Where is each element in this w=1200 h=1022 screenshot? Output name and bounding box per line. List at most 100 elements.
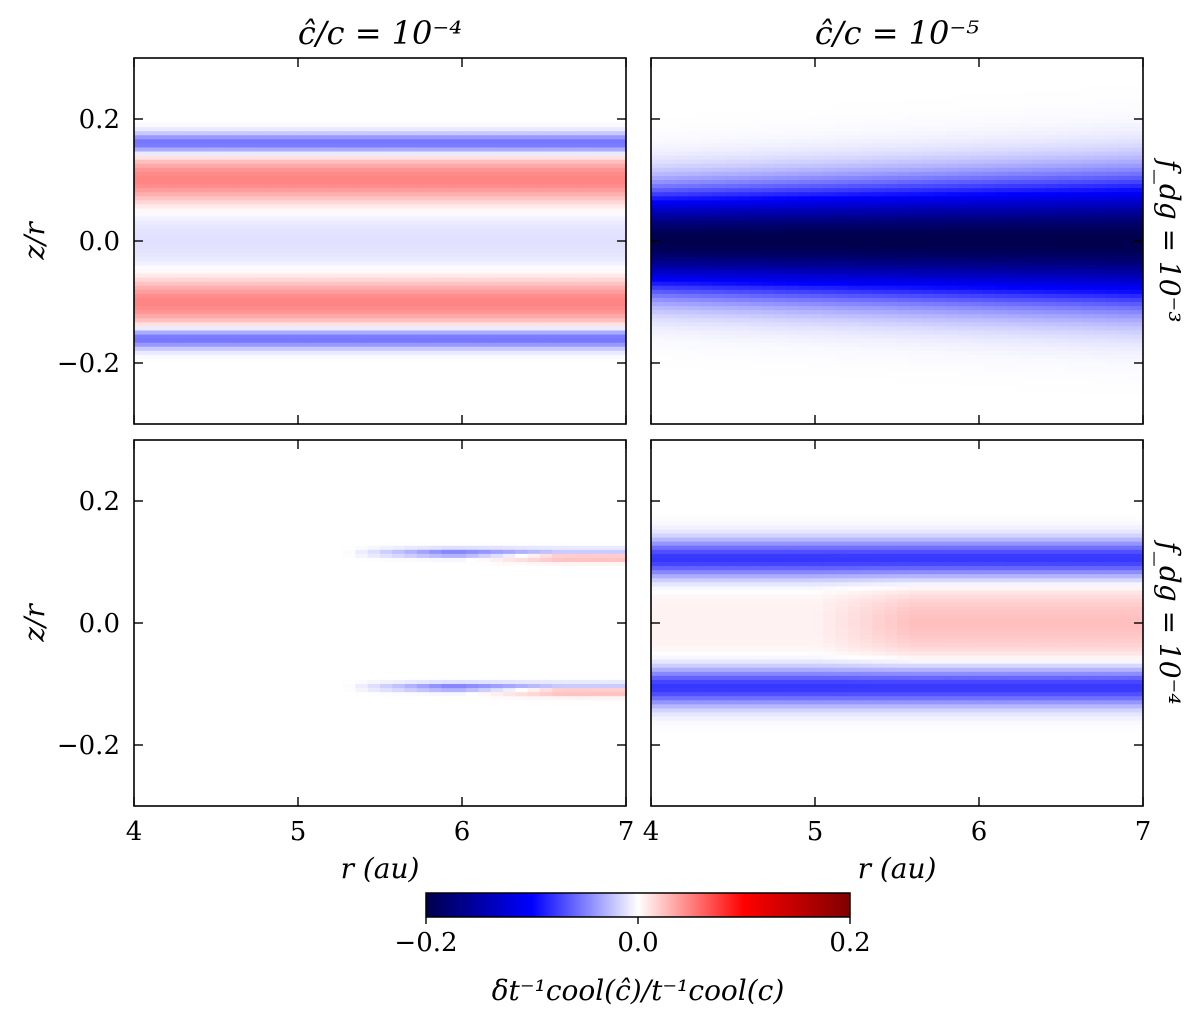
heatmap-cell (663, 253, 677, 258)
heatmap-cell (380, 249, 393, 254)
heatmap-cell (761, 403, 775, 409)
heatmap-cell (404, 403, 418, 409)
heatmap-cell (663, 184, 677, 189)
heatmap-cell (515, 180, 529, 185)
heatmap-cell (823, 419, 837, 424)
heatmap-cell (343, 350, 356, 356)
heatmap-cell (183, 415, 197, 421)
heatmap-cell (774, 159, 787, 165)
heatmap-cell (798, 391, 812, 397)
heatmap-cell (786, 90, 800, 96)
heatmap-cell (687, 411, 701, 417)
heatmap-cell (453, 310, 467, 315)
heatmap-cell (503, 131, 516, 136)
heatmap-cell (786, 159, 800, 165)
heatmap-cell (675, 175, 689, 181)
heatmap-cell (663, 326, 677, 332)
heatmap-cell (823, 375, 837, 380)
heatmap-cell (687, 106, 701, 112)
heatmap-cell (478, 143, 492, 149)
heatmap-cell (183, 318, 197, 323)
heatmap-cell (786, 167, 800, 173)
heatmap-cell (146, 285, 160, 291)
heatmap-cell (651, 363, 664, 368)
heatmap-cell (823, 387, 837, 393)
heatmap-cell (576, 200, 590, 205)
heatmap-cell (786, 171, 800, 177)
heatmap-cell (220, 86, 233, 92)
heatmap-cell (416, 285, 430, 291)
heatmap-cell (257, 119, 270, 124)
heatmap-cell (146, 216, 160, 222)
heatmap-cell (170, 326, 184, 332)
heatmap-cell (700, 232, 714, 238)
heatmap-cell (651, 204, 664, 210)
heatmap-cell (737, 119, 750, 124)
heatmap-cell (810, 407, 824, 413)
heatmap-cell (134, 395, 147, 401)
heatmap-cell (552, 273, 566, 279)
heatmap-cell (503, 318, 516, 323)
heatmap-cell (749, 216, 763, 222)
heatmap-cell (330, 342, 344, 348)
heatmap-cell (269, 371, 283, 376)
heatmap-cell (552, 403, 566, 409)
heatmap-cell (515, 200, 529, 205)
heatmap-cell (269, 232, 283, 238)
heatmap-cell (687, 273, 701, 279)
heatmap-cell (552, 82, 566, 88)
heatmap-cell (663, 167, 677, 173)
heatmap-cell (589, 363, 602, 368)
heatmap-cell (330, 395, 344, 401)
heatmap-cell (737, 346, 750, 352)
heatmap-cell (404, 338, 418, 344)
heatmap-cell (675, 367, 689, 372)
heatmap-cell (134, 147, 147, 153)
heatmap-cell (675, 322, 689, 327)
heatmap-cell (490, 306, 504, 311)
heatmap-cell (724, 403, 738, 409)
heatmap-cell (293, 228, 307, 234)
heatmap-cell (700, 302, 714, 307)
heatmap-cell (515, 224, 529, 230)
heatmap-cell (601, 273, 615, 279)
heatmap-cell (749, 261, 763, 266)
heatmap-cell (466, 277, 479, 283)
heatmap-cell (675, 192, 689, 197)
heatmap-cell (429, 354, 443, 360)
heatmap-cell (207, 74, 221, 79)
heatmap-cell (232, 281, 246, 287)
heatmap-cell (232, 358, 246, 364)
heatmap-cell (761, 293, 775, 299)
heatmap-cell (244, 277, 258, 283)
heatmap-cell (293, 281, 307, 287)
heatmap-cell (613, 188, 626, 193)
heatmap-cell (441, 350, 455, 356)
heatmap-cell (146, 114, 160, 120)
heatmap-cell (392, 143, 406, 149)
heatmap-cell (564, 204, 578, 210)
heatmap-cell (170, 167, 184, 173)
heatmap-cell (244, 253, 258, 258)
heatmap-cell (355, 208, 369, 214)
heatmap-cell (774, 208, 787, 214)
heatmap-cell (355, 163, 369, 169)
heatmap-cell (257, 411, 270, 417)
heatmap-cell (601, 334, 615, 340)
heatmap-cell (416, 175, 430, 181)
heatmap-cell (749, 232, 763, 238)
heatmap-cell (774, 403, 787, 409)
heatmap-cell (281, 139, 295, 144)
heatmap-cell (158, 74, 172, 79)
heatmap-cell (478, 167, 492, 173)
heatmap-cell (576, 310, 590, 315)
heatmap-cell (761, 245, 775, 250)
heatmap-cell (823, 180, 837, 185)
heatmap-cell (306, 350, 320, 356)
heatmap-cell (687, 322, 701, 327)
heatmap-cell (134, 245, 147, 250)
heatmap-cell (367, 257, 381, 262)
heatmap-cell (675, 66, 689, 71)
heatmap-cell (257, 241, 270, 246)
heatmap-cell (453, 106, 467, 112)
